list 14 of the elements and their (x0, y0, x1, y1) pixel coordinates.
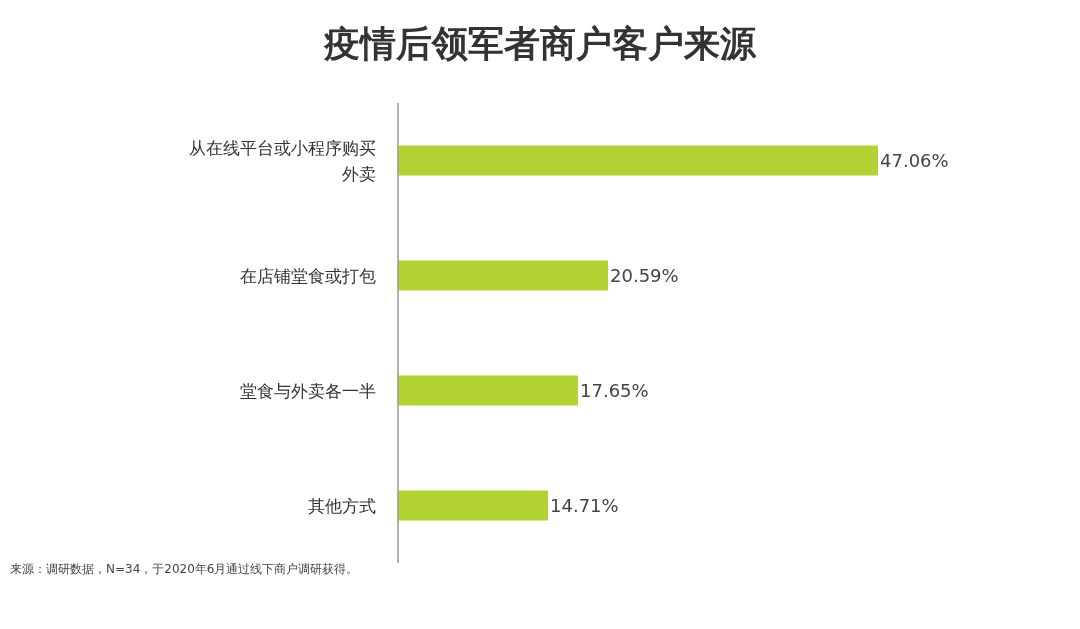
data-label: 20.59% (610, 264, 679, 286)
data-label: 47.06% (880, 149, 949, 171)
chart-title: 疫情后领军者商户客户来源 (322, 22, 757, 66)
bar (398, 375, 579, 406)
data-label: 14.71% (550, 494, 619, 516)
y-tick-label: 从在线平台或小程序购买外卖 (189, 137, 376, 184)
y-tick-label: 在店铺堂食或打包 (240, 265, 376, 286)
y-tick-label: 堂食与外卖各一半 (240, 380, 376, 401)
data-label: 17.65% (580, 379, 649, 401)
source-note: 来源：调研数据，N=34，于2020年6月通过线下商户调研获得。 (10, 561, 359, 578)
bar (398, 145, 878, 176)
y-tick-label: 其他方式 (308, 495, 376, 516)
bar (398, 490, 549, 521)
bar (398, 260, 609, 291)
